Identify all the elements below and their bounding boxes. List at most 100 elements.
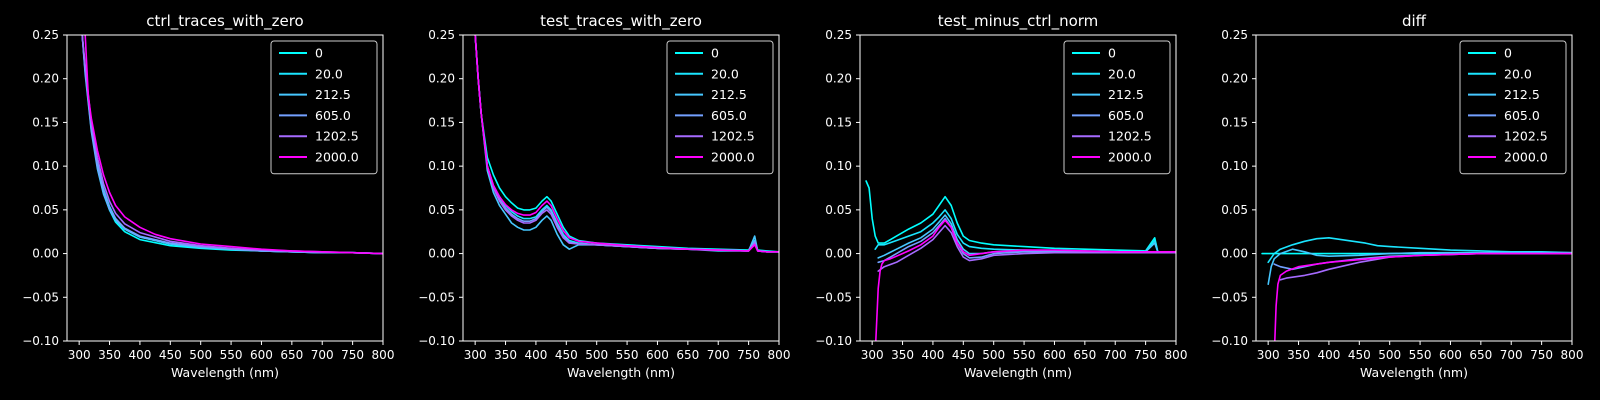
y-tick-label: −0.05 [22, 290, 59, 304]
legend-entry: 1202.5 [1108, 129, 1152, 144]
y-tick-label: −0.10 [418, 334, 455, 348]
plot-frame [66, 34, 384, 342]
x-tick-label: 750 [737, 348, 760, 362]
y-tick-label: 0.25 [825, 28, 852, 42]
series-line-212.5 [1267, 248, 1572, 285]
x-tick-label: 550 [1013, 348, 1036, 362]
legend: 0 20.0 212.5 605.0 1202.5 2000.0 [666, 40, 774, 175]
y-tick-label: 0.25 [32, 28, 59, 42]
x-tick-label: 350 [1287, 348, 1310, 362]
x-tick-label: 500 [189, 348, 212, 362]
x-tick-label: 600 [1043, 348, 1066, 362]
series-group [474, 35, 779, 253]
x-tick-label: 700 [1104, 348, 1127, 362]
y-tick-label: 0.20 [32, 72, 59, 86]
x-tick-label: 650 [280, 348, 303, 362]
chart-panel-3: test_minus_ctrl_norm 300 350 400 450 500 550 60… [815, 12, 1187, 380]
legend-entry: 20.0 [315, 66, 343, 81]
y-tick-label: 0.00 [1221, 247, 1248, 261]
legend-entry: 2000.0 [1504, 150, 1548, 165]
y-tick-label: 0.00 [32, 247, 59, 261]
y-tick-label: 0.10 [825, 159, 852, 173]
legend-entry: 212.5 [315, 87, 351, 102]
legend-entry: 20.0 [1504, 66, 1532, 81]
y-tick-label: 0.00 [428, 247, 455, 261]
legend-entry: 212.5 [1504, 87, 1540, 102]
chart-title: test_minus_ctrl_norm [938, 12, 1099, 31]
series-line-2000.0 [474, 35, 779, 253]
legend-entry: 1202.5 [1504, 129, 1548, 144]
y-tick-label: 0.15 [32, 115, 59, 129]
series-line-2000.0 [84, 35, 383, 255]
series-group [81, 35, 383, 255]
x-tick-label: 750 [1530, 348, 1553, 362]
x-tick-label: 800 [1561, 348, 1584, 362]
legend-entry: 0 [1108, 46, 1116, 61]
chart-title: test_traces_with_zero [540, 12, 702, 31]
legend-entry: 212.5 [711, 87, 747, 102]
y-tick-label: 0.05 [1221, 203, 1248, 217]
x-tick-label: 600 [646, 348, 669, 362]
y-tick-label: 0.05 [428, 203, 455, 217]
y-tick-label: 0.20 [428, 72, 455, 86]
legend-entry: 20.0 [1108, 66, 1136, 81]
x-tick-label: 750 [1134, 348, 1157, 362]
y-tick-label: −0.05 [418, 290, 455, 304]
series-line-1202.5 [877, 224, 1176, 272]
y-tick-label: 0.05 [32, 203, 59, 217]
x-tick-label: 450 [159, 348, 182, 362]
legend: 0 20.0 212.5 605.0 1202.5 2000.0 [1063, 40, 1171, 175]
x-axis-label: Wavelength (nm) [567, 365, 675, 380]
y-tick-label: 0.15 [825, 115, 852, 129]
x-tick-label: 450 [555, 348, 578, 362]
series-line-20.0 [1267, 237, 1572, 264]
x-tick-label: 550 [616, 348, 639, 362]
chart-title: ctrl_traces_with_zero [146, 12, 303, 31]
x-tick-label: 400 [128, 348, 151, 362]
x-tick-label: 300 [464, 348, 487, 362]
series-line-0 [865, 180, 1176, 253]
y-tick-label: −0.10 [815, 334, 852, 348]
x-tick-label: 350 [494, 348, 517, 362]
plot-frame [462, 34, 780, 342]
y-tick-label: −0.05 [1211, 290, 1248, 304]
x-axis-label: Wavelength (nm) [1360, 365, 1468, 380]
y-tick-label: 0.25 [428, 28, 455, 42]
legend-entry: 2000.0 [1108, 150, 1152, 165]
x-tick-label: 500 [585, 348, 608, 362]
y-tick-label: 0.10 [428, 159, 455, 173]
x-tick-label: 450 [952, 348, 975, 362]
legend-entry: 1202.5 [315, 129, 359, 144]
x-tick-label: 500 [1378, 348, 1401, 362]
x-tick-label: 650 [1469, 348, 1492, 362]
x-tick-label: 800 [1165, 348, 1188, 362]
legend-entry: 605.0 [315, 108, 351, 123]
x-tick-label: 600 [250, 348, 273, 362]
x-tick-label: 300 [68, 348, 91, 362]
legend-entry: 605.0 [1108, 108, 1144, 123]
y-tick-label: 0.20 [825, 72, 852, 86]
legend-entry: 0 [315, 46, 323, 61]
x-tick-label: 700 [1500, 348, 1523, 362]
legend: 0 20.0 212.5 605.0 1202.5 2000.0 [270, 40, 378, 175]
plot-frame [1255, 34, 1573, 342]
legend-entry: 605.0 [711, 108, 747, 123]
x-axis-label: Wavelength (nm) [171, 365, 279, 380]
series-line-1202.5 [1279, 252, 1572, 281]
legend-entry: 0 [711, 46, 719, 61]
legend: 0 20.0 212.5 605.0 1202.5 2000.0 [1459, 40, 1567, 175]
x-tick-label: 450 [1348, 348, 1371, 362]
y-tick-label: 0.20 [1221, 72, 1248, 86]
legend-entry: 212.5 [1108, 87, 1144, 102]
x-tick-label: 650 [1073, 348, 1096, 362]
y-tick-label: 0.00 [825, 247, 852, 261]
series-group [1261, 237, 1572, 341]
legend-entry: 0 [1504, 46, 1512, 61]
y-tick-label: 0.05 [825, 203, 852, 217]
x-tick-label: 400 [524, 348, 547, 362]
y-tick-label: −0.05 [815, 290, 852, 304]
series-line-605.0 [81, 35, 383, 255]
x-tick-label: 400 [1317, 348, 1340, 362]
legend-entry: 2000.0 [315, 150, 359, 165]
